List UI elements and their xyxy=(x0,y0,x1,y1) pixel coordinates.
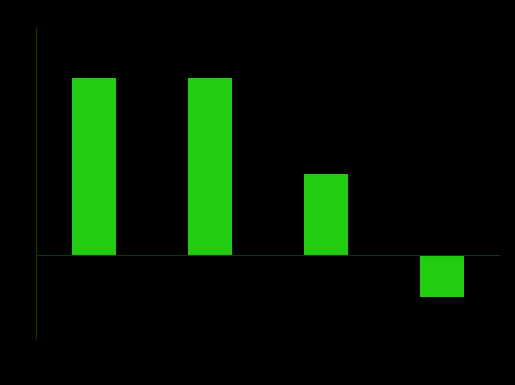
Bar xyxy=(188,77,232,254)
Bar xyxy=(304,174,348,254)
Bar xyxy=(420,254,464,297)
Bar xyxy=(72,77,116,254)
